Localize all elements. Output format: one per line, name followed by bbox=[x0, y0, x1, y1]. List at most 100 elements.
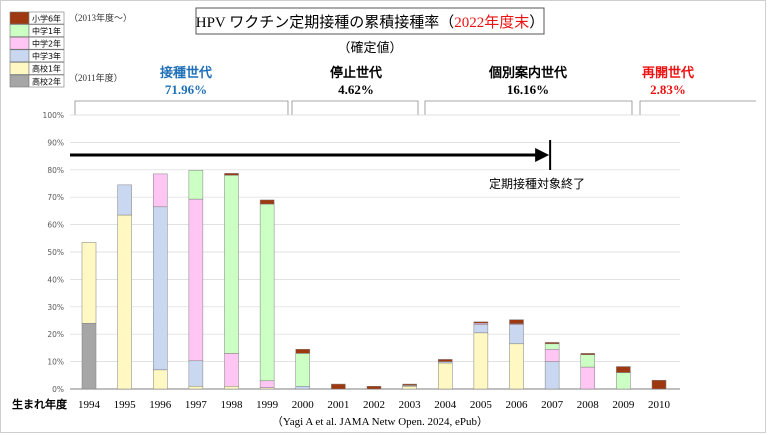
legend-swatch bbox=[9, 49, 30, 63]
legend-label-box bbox=[28, 74, 65, 88]
bar-segment bbox=[117, 184, 132, 216]
bar-segment bbox=[544, 349, 560, 362]
y-tick-label: 40% bbox=[47, 275, 64, 284]
generation-rate: 4.62% bbox=[338, 82, 374, 97]
legend-label-box bbox=[28, 24, 65, 37]
x-tick-label: 2004 bbox=[434, 399, 457, 411]
bar-segment bbox=[224, 175, 239, 354]
y-tick-label: 20% bbox=[47, 330, 64, 339]
bar-segment bbox=[616, 366, 631, 373]
bar-segment bbox=[259, 203, 275, 382]
x-tick-label: 2006 bbox=[506, 399, 529, 411]
y-tick-label: 70% bbox=[47, 193, 64, 202]
legend-label: 中学1年 bbox=[32, 26, 61, 36]
generation-rate: 16.16% bbox=[507, 82, 549, 97]
bar-segment bbox=[651, 379, 667, 390]
bar-segment bbox=[402, 386, 417, 390]
bar-segment bbox=[153, 173, 168, 208]
bar-segment bbox=[438, 359, 453, 362]
legend-label: 高校2年 bbox=[32, 76, 61, 86]
x-tick-label: 2009 bbox=[612, 399, 635, 411]
x-tick-label: 2000 bbox=[292, 399, 315, 411]
bar-segment bbox=[438, 362, 453, 390]
bar-segment bbox=[544, 361, 560, 390]
bar-segment bbox=[295, 353, 310, 387]
bar-segment bbox=[366, 386, 382, 390]
y-tick-label: 30% bbox=[47, 303, 64, 312]
x-axis-label: 生まれ年度 bbox=[12, 397, 68, 411]
x-tick-label: 1999 bbox=[256, 399, 279, 411]
bar-segment bbox=[188, 360, 204, 387]
bar-segment bbox=[580, 353, 595, 356]
chart-title-year: 2022年度末 bbox=[454, 14, 529, 31]
bar-segment bbox=[81, 322, 97, 390]
y-tick-label: 10% bbox=[47, 358, 64, 367]
x-tick-label: 1996 bbox=[149, 399, 172, 411]
x-tick-label: 1997 bbox=[185, 399, 208, 411]
bar-segment bbox=[153, 206, 168, 371]
legend-label-box bbox=[28, 11, 65, 25]
bar-segment bbox=[509, 319, 524, 325]
generation-rate: 71.96% bbox=[165, 82, 207, 97]
chart-title-main: HPV ワクチン定期接種の累積接種率（ bbox=[196, 14, 455, 31]
bar-segment bbox=[580, 354, 595, 368]
x-tick-label: 2007 bbox=[541, 399, 564, 411]
y-tick-label: 0% bbox=[52, 385, 64, 394]
generation-bracket bbox=[639, 100, 756, 115]
title-box bbox=[195, 7, 545, 35]
chart-subtitle: （確定値） bbox=[337, 40, 402, 55]
x-tick-label: 1995 bbox=[114, 399, 137, 411]
legend-swatch bbox=[9, 74, 30, 88]
bar-segment bbox=[188, 198, 204, 362]
legend-label-box bbox=[28, 62, 65, 75]
generation-rate: 2.83% bbox=[650, 82, 686, 97]
bar-segment bbox=[224, 353, 239, 387]
bar-segment bbox=[117, 214, 132, 390]
bar-segment bbox=[188, 386, 204, 390]
legend-label: 中学2年 bbox=[32, 39, 61, 49]
bar-segment bbox=[544, 342, 560, 345]
legend-swatch bbox=[9, 62, 30, 75]
legend-swatch bbox=[9, 24, 30, 37]
x-tick-label: 2005 bbox=[470, 399, 493, 411]
generation-name: 停止世代 bbox=[330, 65, 382, 81]
x-tick-label: 2001 bbox=[327, 399, 349, 411]
x-tick-label: 1994 bbox=[78, 399, 101, 411]
bar-segment bbox=[509, 343, 524, 390]
x-tick-label: 2010 bbox=[648, 399, 671, 411]
y-tick-label: 90% bbox=[47, 138, 64, 147]
x-tick-label: 1998 bbox=[221, 399, 244, 411]
generation-bracket bbox=[291, 100, 419, 115]
chart-title: HPV ワクチン定期接種の累積接種率（2022年度末） bbox=[196, 14, 545, 31]
bar-segment bbox=[224, 386, 239, 390]
legend-label-box bbox=[28, 36, 65, 50]
arrow-head bbox=[535, 148, 550, 162]
y-tick-label: 80% bbox=[47, 166, 64, 175]
bar-segment bbox=[295, 349, 310, 354]
legend-swatch bbox=[9, 11, 30, 25]
bar-segment bbox=[259, 199, 275, 205]
generation-bracket bbox=[424, 100, 633, 115]
generation-name: 個別案内世代 bbox=[488, 65, 567, 81]
bar-segment bbox=[402, 383, 417, 386]
x-tick-label: 2008 bbox=[577, 399, 600, 411]
legend-label: 中学3年 bbox=[32, 51, 61, 61]
x-tick-label: 2003 bbox=[399, 399, 422, 411]
bar-segment bbox=[473, 332, 489, 390]
x-tick-label: 2002 bbox=[363, 399, 385, 411]
bar-segment bbox=[81, 242, 97, 324]
legend-label-box bbox=[28, 49, 65, 63]
generation-name: 接種世代 bbox=[160, 65, 212, 81]
arrow-label: 定期接種対象終了 bbox=[489, 176, 585, 191]
bar-segment bbox=[580, 366, 595, 390]
chart-title-close: ） bbox=[529, 14, 544, 31]
generation-name: 再開世代 bbox=[642, 65, 694, 81]
legend-note-bottom: （2011年度） bbox=[69, 72, 123, 83]
bar-segment bbox=[616, 372, 631, 390]
bar-segment bbox=[331, 383, 346, 390]
bar-segment bbox=[509, 324, 524, 345]
bar-segment bbox=[224, 173, 239, 176]
bar-segment bbox=[544, 343, 560, 350]
